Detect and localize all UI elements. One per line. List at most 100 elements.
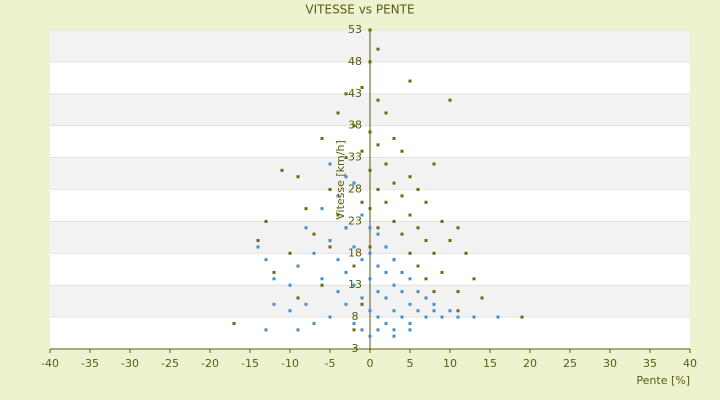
scatter-point [344, 175, 348, 179]
scatter-point [344, 226, 348, 230]
scatter-point [400, 194, 404, 198]
scatter-point [384, 245, 388, 249]
x-tick-label: 15 [483, 357, 497, 370]
scatter-point [392, 219, 396, 223]
scatter-point [480, 296, 484, 300]
scatter-point [408, 213, 412, 217]
x-tick-label: 30 [603, 357, 617, 370]
scatter-point [352, 245, 356, 249]
y-tick-label: 53 [348, 23, 362, 36]
y-tick-label: 28 [348, 183, 362, 196]
scatter-point [336, 111, 340, 115]
scatter-point [400, 232, 404, 236]
scatter-point [392, 136, 396, 140]
y-tick-label: 8 [352, 310, 359, 323]
scatter-point [360, 200, 364, 204]
scatter-point [336, 290, 340, 294]
scatter-point [376, 188, 380, 191]
scatter-point [408, 328, 412, 332]
scatter-point [448, 239, 452, 243]
scatter-point [416, 290, 420, 294]
x-tick-label: 0 [367, 357, 374, 370]
x-tick-label: 25 [563, 357, 577, 370]
scatter-point [296, 175, 300, 179]
scatter-point [384, 321, 388, 325]
x-tick-label: -15 [241, 357, 259, 370]
scatter-point [456, 226, 460, 230]
scatter-point [432, 290, 436, 294]
y-tick-label: 48 [348, 55, 362, 68]
x-tick-label: 10 [443, 357, 457, 370]
x-tick-label: -20 [201, 357, 219, 370]
scatter-point [288, 309, 292, 313]
scatter-point [312, 321, 316, 325]
y-tick-label: 3 [352, 342, 359, 355]
scatter-point [352, 328, 356, 332]
scatter-point [408, 321, 412, 325]
x-tick-label: -10 [281, 357, 299, 370]
scatter-point [376, 315, 380, 319]
scatter-point [408, 79, 412, 83]
x-tick-label: 5 [407, 357, 414, 370]
scatter-point [360, 328, 364, 332]
scatter-point [432, 302, 436, 306]
y-tick-label: 18 [348, 246, 362, 259]
scatter-point [368, 334, 372, 338]
scatter-point [440, 270, 444, 274]
scatter-point [392, 309, 396, 313]
scatter-point [328, 188, 332, 191]
scatter-point [432, 309, 436, 313]
scatter-point [368, 28, 372, 32]
scatter-point [408, 277, 412, 281]
scatter-point [472, 315, 476, 319]
scatter-point [336, 194, 340, 198]
scatter-point [368, 245, 372, 249]
scatter-point [264, 219, 268, 223]
scatter-point [368, 277, 372, 281]
scatter-point [520, 315, 524, 319]
scatter-point [288, 251, 292, 255]
scatter-point [296, 328, 300, 332]
scatter-point [456, 315, 460, 319]
scatter-point [264, 328, 268, 332]
scatter-point [456, 290, 460, 294]
chart-title: VITESSE vs PENTE [305, 3, 414, 17]
scatter-point [360, 149, 364, 153]
scatter-point [336, 213, 340, 217]
scatter-point [360, 296, 364, 300]
scatter-point [416, 226, 420, 230]
scatter-point [384, 162, 388, 166]
scatter-point [376, 232, 380, 236]
scatter-point [376, 264, 380, 268]
scatter-point [336, 258, 340, 262]
scatter-point [400, 149, 404, 153]
scatter-point [376, 328, 380, 332]
scatter-point [344, 92, 348, 96]
scatter-point [360, 258, 364, 262]
scatter-point [232, 321, 236, 325]
scatter-point [272, 277, 276, 281]
scatter-point [280, 168, 284, 172]
scatter-point [320, 277, 324, 281]
scatter-point [360, 213, 364, 217]
scatter-point [440, 219, 444, 223]
scatter-point [264, 258, 268, 262]
scatter-point [408, 175, 412, 179]
scatter-point [408, 251, 412, 255]
x-tick-label: -30 [121, 357, 139, 370]
scatter-point [432, 251, 436, 255]
scatter-point [440, 315, 444, 319]
scatter-point [320, 136, 324, 140]
scatter-point [392, 328, 396, 332]
scatter-point [320, 207, 324, 211]
scatter-point [344, 270, 348, 274]
scatter-point [296, 296, 300, 300]
x-tick-label: -40 [41, 357, 59, 370]
scatter-point [392, 283, 396, 287]
scatter-point [312, 251, 316, 255]
scatter-point [416, 264, 420, 268]
x-tick-label: 40 [683, 357, 697, 370]
scatter-point [304, 207, 308, 211]
scatter-point [472, 277, 476, 281]
